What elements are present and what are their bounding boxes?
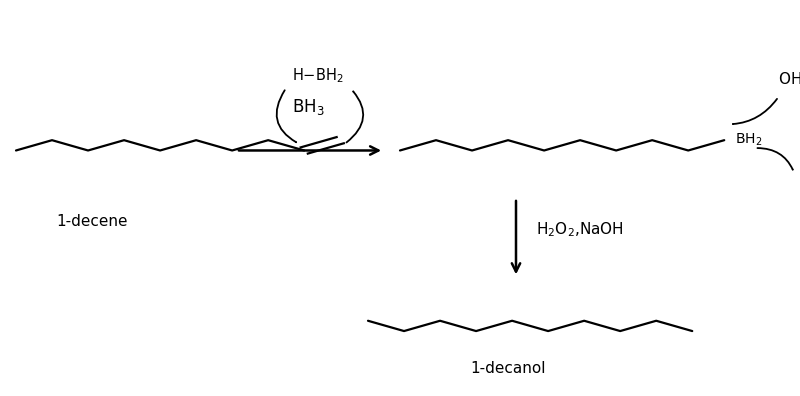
Text: H−BH$_2$: H−BH$_2$ bbox=[292, 67, 344, 86]
FancyArrowPatch shape bbox=[733, 99, 777, 124]
Text: 1-decene: 1-decene bbox=[56, 214, 128, 229]
Text: H$_2$O$_2$,NaOH: H$_2$O$_2$,NaOH bbox=[536, 220, 624, 239]
Text: OH$^{-}$: OH$^{-}$ bbox=[778, 71, 800, 87]
Text: BH$_3$: BH$_3$ bbox=[292, 97, 324, 117]
FancyArrowPatch shape bbox=[346, 91, 363, 143]
FancyArrowPatch shape bbox=[758, 148, 793, 169]
Text: BH$_2$: BH$_2$ bbox=[734, 132, 762, 148]
FancyArrowPatch shape bbox=[277, 90, 296, 142]
Text: 1-decanol: 1-decanol bbox=[470, 361, 546, 376]
